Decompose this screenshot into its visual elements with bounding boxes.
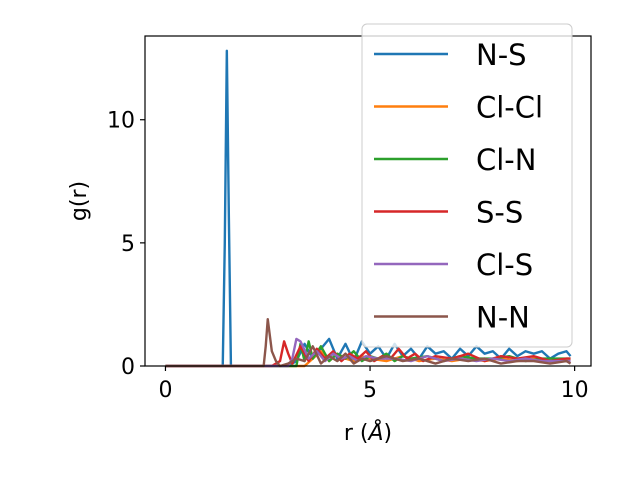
x-tick-label: 5 bbox=[363, 378, 377, 403]
y-tick-label: 0 bbox=[121, 355, 135, 380]
legend-item: Cl-S bbox=[374, 248, 533, 282]
x-ticks: 0 5 10 bbox=[158, 366, 589, 403]
legend-label: S-S bbox=[476, 196, 523, 230]
legend-item: S-S bbox=[374, 196, 523, 230]
x-axis-label-unit: Å bbox=[366, 419, 383, 446]
legend-item: N-S bbox=[374, 38, 527, 72]
x-axis-label: r (Å) bbox=[344, 419, 392, 446]
series-line-n-n bbox=[165, 318, 572, 368]
y-tick-label: 5 bbox=[121, 232, 135, 257]
legend-item: N-N bbox=[374, 301, 530, 335]
series-layer bbox=[165, 49, 572, 368]
legend: N-S Cl-Cl Cl-N S-S Cl-S N-N bbox=[361, 23, 573, 348]
legend-label: Cl-N bbox=[476, 143, 536, 177]
y-ticks: 0 5 10 bbox=[107, 109, 145, 380]
legend-items: N-S Cl-Cl Cl-N S-S Cl-S N-N bbox=[374, 38, 543, 335]
legend-label: N-N bbox=[476, 301, 530, 335]
x-axis-label-close: ) bbox=[384, 421, 393, 446]
legend-item: Cl-Cl bbox=[374, 91, 543, 125]
legend-label: Cl-Cl bbox=[476, 91, 543, 125]
legend-label: N-S bbox=[476, 38, 527, 72]
x-tick-label: 0 bbox=[158, 378, 172, 403]
y-axis-label: g(r) bbox=[67, 181, 92, 221]
legend-label: Cl-S bbox=[476, 248, 533, 282]
x-tick-label: 10 bbox=[561, 378, 589, 403]
legend-box bbox=[361, 23, 573, 348]
legend-item: Cl-N bbox=[374, 143, 536, 177]
y-tick-label: 10 bbox=[107, 109, 135, 134]
axes-layer: 0 5 10 0 5 10 r (Å) g(r) bbox=[67, 35, 592, 446]
x-axis-label-text: r ( bbox=[344, 421, 369, 446]
